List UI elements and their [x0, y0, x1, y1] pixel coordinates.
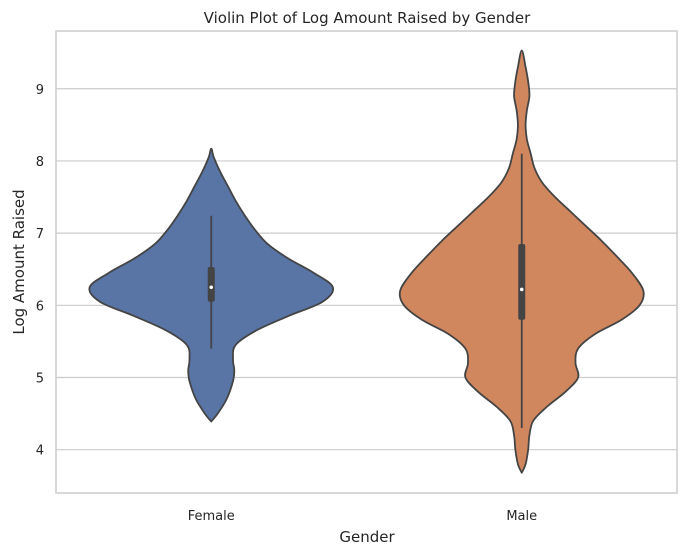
y-tick-label: 6 — [36, 299, 44, 314]
iqr-box-female — [207, 267, 215, 302]
chart-title: Violin Plot of Log Amount Raised by Gend… — [204, 9, 531, 27]
y-tick-label: 9 — [36, 83, 44, 98]
iqr-box-male — [518, 243, 526, 320]
median-marker-female — [209, 285, 214, 290]
y-tick-labels: 4 5 6 7 8 9 — [36, 83, 44, 459]
x-tick-labels: Female Male — [188, 509, 537, 524]
plot-frame — [55, 30, 678, 494]
y-tick-label: 8 — [36, 155, 44, 170]
x-tick-label: Male — [506, 509, 537, 524]
x-axis-label: Gender — [339, 528, 395, 546]
y-tick-label: 4 — [36, 444, 44, 459]
x-tick-label: Female — [188, 509, 235, 524]
y-axis-label: Log Amount Raised — [10, 189, 28, 334]
violins — [88, 49, 645, 474]
y-tick-label: 7 — [36, 227, 44, 242]
y-tick-label: 5 — [36, 372, 44, 387]
median-marker-male — [519, 287, 524, 292]
